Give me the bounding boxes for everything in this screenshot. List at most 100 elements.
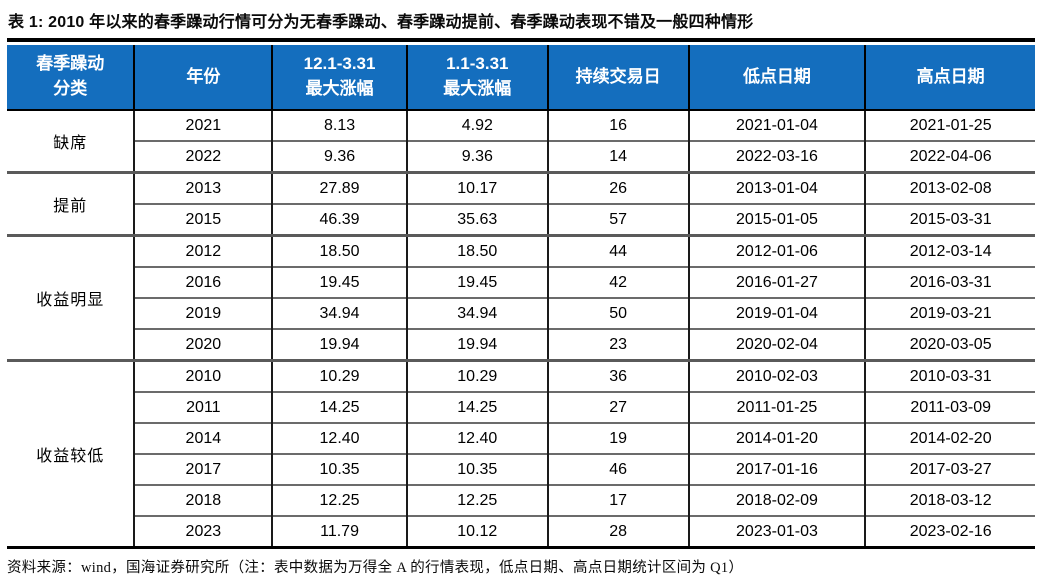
table-header: 春季躁动 分类 年份 12.1-3.31 最大涨幅 1.1-3.31 最大涨幅 持续交易日 低点… [7,45,1035,111]
header-row: 春季躁动 分类 年份 12.1-3.31 最大涨幅 1.1-3.31 最大涨幅 持续交易日 低点… [7,45,1035,111]
cell-trading_days: 19 [546,422,689,454]
cell-max_gain_12_1_to_3_31: 34.94 [271,297,407,329]
cell-low_date: 2012-01-06 [687,234,866,267]
cell-high_date: 2023-02-16 [864,515,1035,548]
cell-max_gain_1_1_to_3_31: 14.25 [405,391,548,423]
table-row-2016: 2016 19.45 19.45 42 2016-01-27 2016-03-31 [7,266,1035,298]
cell-max_gain_1_1_to_3_31: 19.94 [405,328,548,361]
cell-trading_days: 14 [546,140,689,173]
cell-low_date: 2017-01-16 [687,453,866,485]
cell-max_gain_1_1_to_3_31: 4.92 [405,110,548,141]
col-header-line2: 最大涨幅 [305,79,374,98]
cell-max_gain_12_1_to_3_31: 12.25 [271,484,407,516]
cell-high_date: 2016-03-31 [864,266,1035,298]
table-body: 缺席 2021 8.13 4.92 16 2021-01-04 2021-01-25 2022… [7,110,1035,548]
cell-low_date: 2022-03-16 [687,140,866,173]
cell-year: 2017 [133,453,273,485]
cell-low_date: 2013-01-04 [687,171,866,204]
cell-low_date: 2011-01-25 [687,391,866,423]
table-row-2012: 收益明显 2012 18.50 18.50 44 2012-01-06 2012-03-14 [7,234,1035,361]
cell-trading_days: 23 [546,328,689,361]
cell-year: 2011 [133,391,273,423]
cell-year: 2021 [133,110,273,141]
category-cell: 收益较低 [7,359,135,548]
cell-high_date: 2011-03-09 [864,391,1035,423]
table-row-2019: 2019 34.94 34.94 50 2019-01-04 2019-03-21 [7,297,1035,329]
cell-year: 2012 [133,234,273,267]
cell-max_gain_12_1_to_3_31: 14.25 [271,391,407,423]
cell-low_date: 2014-01-20 [687,422,866,454]
cell-trading_days: 46 [546,453,689,485]
cell-trading_days: 50 [546,297,689,329]
cell-max_gain_12_1_to_3_31: 9.36 [271,140,407,173]
table-row-2017: 2017 10.35 10.35 46 2017-01-16 2017-03-27 [7,453,1035,485]
col-header-line1: 低点日期 [742,66,811,86]
col-header-line2: 分类 [53,79,88,98]
cell-high_date: 2017-03-27 [864,453,1035,485]
cell-trading_days: 17 [546,484,689,516]
cell-max_gain_1_1_to_3_31: 12.25 [405,484,548,516]
cell-max_gain_12_1_to_3_31: 18.50 [271,234,407,267]
table-title: 表 1: 2010 年以来的春季躁动行情可分为无春季躁动、春季躁动提前、春季躁动… [8,14,754,31]
col-header-line1: 年份 [186,66,221,86]
col-header-line1: 1.1-3.31 [446,54,509,74]
cell-high_date: 2019-03-21 [864,297,1035,329]
cell-low_date: 2019-01-04 [687,297,866,329]
cell-year: 2014 [133,422,273,454]
cell-high_date: 2013-02-08 [864,171,1035,204]
cell-year: 2023 [133,515,273,548]
cell-high_date: 2021-01-25 [864,110,1035,141]
col-header-max_gain_1_1_to_3_31: 1.1-3.31 最大涨幅 [405,45,548,111]
cell-max_gain_1_1_to_3_31: 19.45 [405,266,548,298]
cell-trading_days: 57 [546,203,689,236]
cell-max_gain_1_1_to_3_31: 10.17 [405,171,548,204]
cell-low_date: 2021-01-04 [687,110,866,141]
table-row-2014: 2014 12.40 12.40 19 2014-01-20 2014-02-20 [7,422,1035,454]
cell-year: 2016 [133,266,273,298]
cell-max_gain_12_1_to_3_31: 19.45 [271,266,407,298]
table-row-2022: 2022 9.36 9.36 14 2022-03-16 2022-04-06 [7,140,1035,173]
cell-high_date: 2014-02-20 [864,422,1035,454]
cell-max_gain_1_1_to_3_31: 18.50 [405,234,548,267]
cell-high_date: 2010-03-31 [864,359,1035,392]
cell-year: 2010 [133,359,273,392]
col-header-line1: 12.1-3.31 [303,54,376,74]
cell-low_date: 2023-01-03 [687,515,866,548]
cell-low_date: 2020-02-04 [687,328,866,361]
cell-max_gain_1_1_to_3_31: 10.35 [405,453,548,485]
cell-low_date: 2015-01-05 [687,203,866,236]
cell-max_gain_12_1_to_3_31: 11.79 [271,515,407,548]
cell-year: 2020 [133,328,273,361]
cell-trading_days: 36 [546,359,689,392]
cell-max_gain_12_1_to_3_31: 12.40 [271,422,407,454]
col-header-year: 年份 [133,45,273,111]
col-header-line1: 持续交易日 [575,66,661,86]
cell-trading_days: 28 [546,515,689,548]
table-row-2015: 2015 46.39 35.63 57 2015-01-05 2015-03-31 [7,203,1035,236]
cell-high_date: 2015-03-31 [864,203,1035,236]
cell-max_gain_1_1_to_3_31: 34.94 [405,297,548,329]
col-header-category: 春季躁动 分类 [7,45,135,111]
table-row-2011: 2011 14.25 14.25 27 2011-01-25 2011-03-09 [7,391,1035,423]
category-cell: 提前 [7,171,135,236]
cell-trading_days: 44 [546,234,689,267]
cell-high_date: 2022-04-06 [864,140,1035,173]
category-cell: 收益明显 [7,234,135,361]
col-header-max_gain_12_1_to_3_31: 12.1-3.31 最大涨幅 [271,45,407,111]
cell-low_date: 2010-02-03 [687,359,866,392]
col-header-low_date: 低点日期 [687,45,866,111]
cell-trading_days: 16 [546,110,689,141]
cell-year: 2019 [133,297,273,329]
cell-year: 2013 [133,171,273,204]
cell-year: 2018 [133,484,273,516]
cell-max_gain_12_1_to_3_31: 46.39 [271,203,407,236]
source-note: 资料来源：wind，国海证券研究所（注：表中数据为万得全 A 的行情表现，低点日… [7,560,744,576]
cell-year: 2015 [133,203,273,236]
col-header-line2: 最大涨幅 [443,79,512,98]
table-row-2021: 缺席 2021 8.13 4.92 16 2021-01-04 2021-01-25 [7,110,1035,152]
cell-max_gain_12_1_to_3_31: 19.94 [271,328,407,361]
cell-max_gain_1_1_to_3_31: 9.36 [405,140,548,173]
cell-max_gain_1_1_to_3_31: 12.40 [405,422,548,454]
title-divider [7,38,1035,42]
